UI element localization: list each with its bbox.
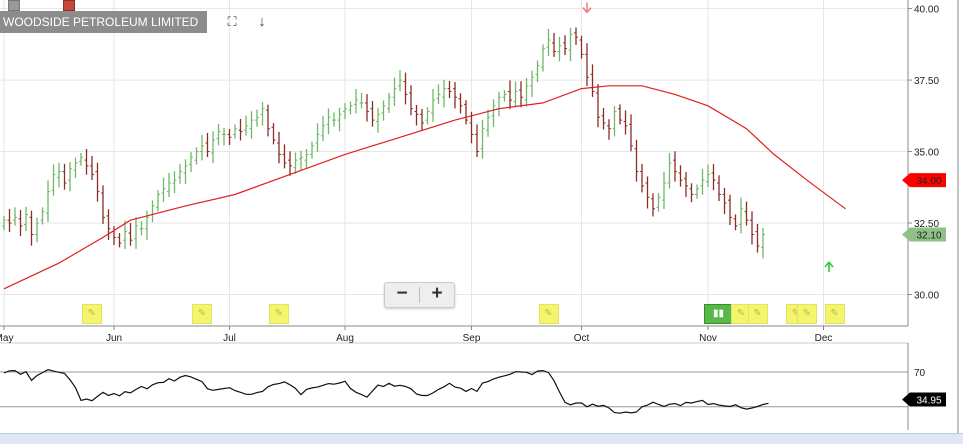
oscillator-line (3, 369, 769, 414)
y-tick-label: 40.00 (914, 5, 939, 16)
zoom-control: − + (384, 282, 455, 308)
x-tick-label: Dec (815, 333, 833, 344)
osc-value-badge-bg (902, 392, 946, 407)
oscillator-axis-labels: 70 (914, 368, 926, 379)
buy-arrow (824, 261, 834, 272)
down-arrow-icon[interactable]: ↓ (258, 13, 266, 30)
price-bars (2, 27, 765, 259)
ma-value-badge-bg (902, 173, 946, 188)
note-marker[interactable]: ✎ (269, 304, 289, 324)
price-value-badge: 32.10 (916, 230, 941, 241)
y-tick-label: 37.50 (914, 76, 939, 87)
ma-value-badge: 34.00 (916, 176, 941, 187)
note-marker-active[interactable]: ▮▮ (703, 304, 734, 324)
note-marker[interactable]: ✎ (824, 304, 845, 324)
moving-average-line (3, 85, 846, 290)
price-badges: 34.00 32.10 34.95 (902, 173, 946, 407)
note-marker[interactable]: ✎ (797, 304, 817, 324)
y-tick-label: 30.00 (914, 291, 939, 302)
bottom-scrollbar[interactable] (0, 433, 963, 444)
x-axis-labels: May Jun Jul Aug Sep Oct Nov Dec (0, 333, 832, 344)
x-tick-label: Jul (223, 333, 236, 344)
x-tick-label: Aug (336, 333, 354, 344)
zoom-separator (419, 287, 420, 303)
y-tick-label: 35.00 (914, 148, 939, 159)
note-marker[interactable]: ✎ (82, 304, 102, 324)
osc-value-badge: 34.95 (916, 396, 941, 407)
osc-tick-label: 70 (914, 368, 926, 379)
signal-arrows (582, 2, 834, 272)
note-marker[interactable]: ✎ (192, 304, 212, 324)
toolbar-button-right[interactable] (63, 0, 75, 11)
x-tick-label: Sep (463, 333, 481, 344)
price-value-badge-bg (902, 227, 946, 242)
zoom-in-button[interactable]: + (431, 283, 443, 304)
instrument-title: WOODSIDE PETROLEUM LIMITED (0, 11, 208, 33)
y-axis-labels: 40.00 37.50 35.00 32.50 30.00 (908, 5, 939, 302)
x-tick-label: May (0, 333, 13, 344)
note-marker[interactable]: ✎ (538, 304, 559, 324)
expand-icon[interactable]: ⛶ (227, 14, 237, 29)
y-tick-label: 32.50 (914, 219, 939, 230)
x-tick-label: Nov (699, 333, 717, 344)
x-tick-label: Jun (106, 333, 122, 344)
x-tick-label: Oct (574, 333, 590, 344)
note-marker[interactable]: ✎ (747, 304, 768, 324)
sell-arrow (582, 2, 592, 14)
zoom-out-button[interactable]: − (396, 283, 408, 304)
toolbar-button-left[interactable] (8, 0, 20, 11)
